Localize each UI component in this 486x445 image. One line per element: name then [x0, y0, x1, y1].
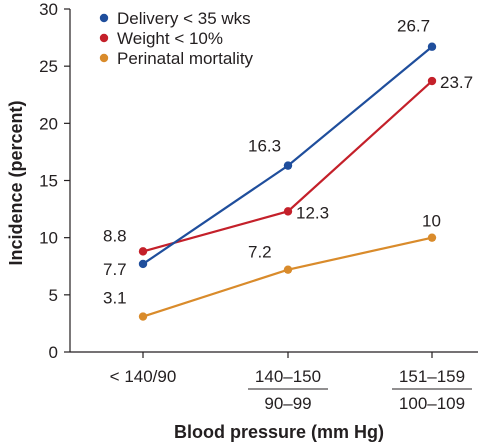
data-point — [138, 247, 148, 256]
data-labels: 7.7 16.3 26.7 8.8 12.3 23.7 3.1 7.2 10 — [103, 17, 473, 308]
series-line — [142, 45, 433, 265]
y-tick-label: 30 — [39, 0, 58, 19]
data-point — [283, 161, 293, 170]
legend-label: Delivery < 35 wks — [117, 9, 251, 28]
legend-label: Perinatal mortality — [117, 49, 254, 68]
data-point — [283, 265, 293, 274]
x-category-label: < 140/90 — [110, 367, 177, 386]
x-category-label-line2: 90–99 — [264, 394, 311, 413]
data-point — [427, 42, 437, 51]
y-tick-label: 25 — [39, 57, 58, 76]
data-label: 7.2 — [248, 243, 272, 262]
legend-marker — [99, 13, 109, 23]
data-label: 16.3 — [248, 137, 281, 156]
data-point — [138, 259, 148, 269]
data-label: 7.7 — [103, 260, 127, 279]
x-category-label: 140–150 — [255, 367, 321, 386]
legend-label: Weight < 10% — [117, 29, 223, 48]
x-axis-title: Blood pressure (mm Hg) — [174, 422, 384, 442]
x-category-label-line2: 100–109 — [399, 394, 465, 413]
y-axis-ticks: 0 5 10 15 20 25 30 — [39, 0, 70, 362]
legend-marker — [99, 53, 109, 63]
y-tick-label: 0 — [49, 343, 58, 362]
data-label: 10 — [422, 212, 441, 231]
x-axis-ticks: < 140/90 140–150 90–99 151–159 100–109 — [110, 352, 472, 413]
y-tick-label: 15 — [39, 172, 58, 191]
series-layer — [138, 42, 437, 321]
data-point — [427, 233, 437, 242]
data-label: 12.3 — [296, 203, 329, 222]
data-label: 3.1 — [103, 289, 127, 308]
data-label: 23.7 — [440, 73, 473, 92]
data-point — [427, 76, 437, 86]
legend-marker — [99, 33, 109, 43]
data-label: 8.8 — [103, 226, 127, 245]
x-category-label: 151–159 — [399, 367, 465, 386]
y-tick-label: 20 — [39, 114, 58, 133]
data-point — [138, 312, 148, 321]
y-tick-label: 5 — [49, 286, 58, 305]
data-label: 26.7 — [397, 17, 430, 36]
y-tick-label: 10 — [39, 229, 58, 248]
y-axis-title: Incidence (percent) — [6, 100, 26, 265]
series-line — [142, 236, 433, 318]
data-point — [283, 207, 293, 216]
